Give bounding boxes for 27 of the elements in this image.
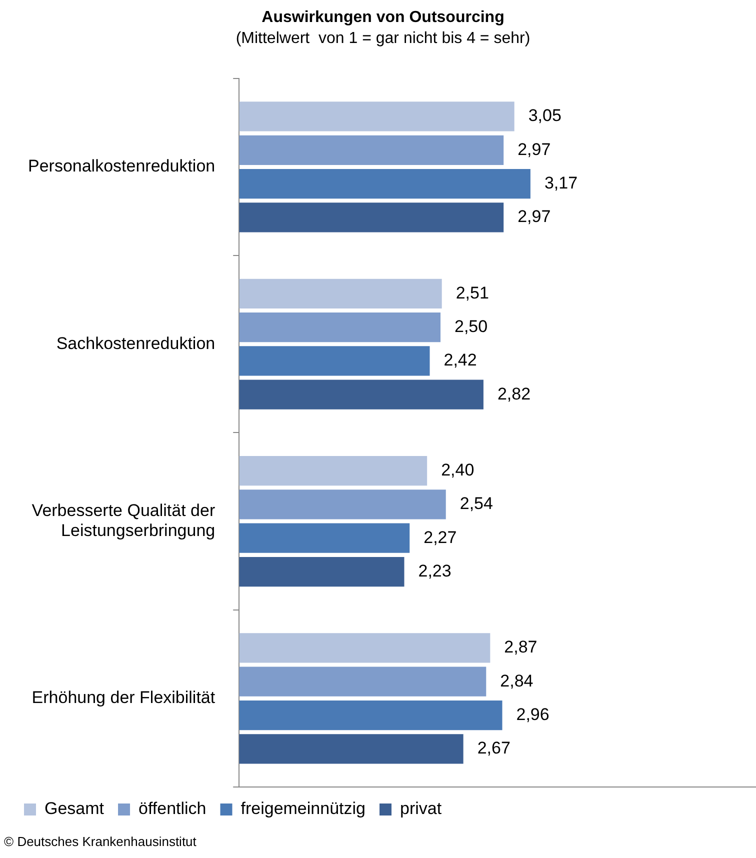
data-label: 3,05 bbox=[528, 106, 562, 126]
data-label: 2,50 bbox=[454, 316, 488, 336]
data-label: 2,51 bbox=[456, 283, 489, 302]
data-label: 3,17 bbox=[544, 173, 578, 192]
text: © Deutsches Krankenhausinstitut bbox=[4, 834, 196, 849]
chart-title: Auswirkungen von Outsourcing bbox=[262, 9, 504, 26]
data-label: 2,82 bbox=[497, 384, 531, 404]
chart-subtitle: (Mittelwert von 1 = gar nicht bis 4 = sehr) bbox=[236, 30, 530, 48]
data-label: 2,40 bbox=[441, 460, 474, 480]
legend-label: privat bbox=[400, 799, 442, 818]
data-label: 2,67 bbox=[477, 738, 510, 758]
legend-label: Gesamt bbox=[44, 799, 104, 818]
data-label: 2,84 bbox=[500, 671, 534, 690]
data-label: 2,96 bbox=[516, 704, 550, 724]
y-tick-label: Verbesserte Qualität der Leistungserbringung bbox=[32, 500, 216, 540]
data-label: 2,27 bbox=[424, 528, 457, 547]
legend-label: öffentlich bbox=[138, 799, 206, 818]
y-tick-label: Sachkostenreduktion bbox=[56, 334, 216, 353]
data-label: 2,97 bbox=[518, 140, 551, 159]
y-tick-label: Personalkostenreduktion bbox=[28, 156, 216, 176]
legend-label: freigemeinnützig bbox=[240, 799, 366, 818]
data-label: 2,87 bbox=[504, 638, 538, 657]
data-label: 2,54 bbox=[460, 494, 493, 514]
data-label: 2,42 bbox=[444, 350, 477, 370]
data-label: 2,97 bbox=[518, 207, 551, 226]
data-label: 2,23 bbox=[418, 561, 452, 580]
y-tick-label: Erhöhung der Flexibilität bbox=[32, 688, 216, 708]
